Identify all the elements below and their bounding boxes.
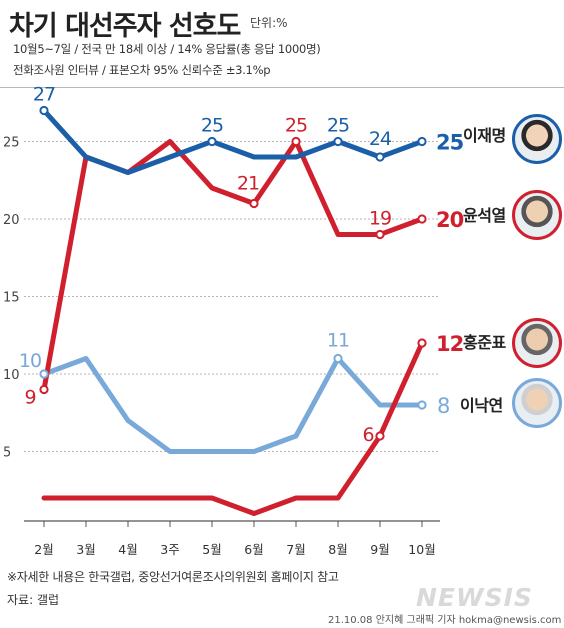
series-1-label-0: 9 <box>24 387 35 409</box>
survey-info-line-2: 전화조사원 인터뷰 / 표본오차 95% 신뢰수준 ±3.1%p <box>13 63 271 77</box>
y-tick-label-15: 15 <box>3 291 20 306</box>
series-1-point-5 <box>249 198 259 209</box>
series-0-label-8: 24 <box>369 128 392 150</box>
series-0-end-label: 25 <box>436 131 464 155</box>
series-3-point-7 <box>333 353 343 364</box>
series-3-point-9 <box>417 400 427 410</box>
survey-info-line-1: 10월5~7일 / 전국 만 18세 이상 / 14% 응답률(총 응답 100… <box>13 42 321 56</box>
series-1-label-6: 25 <box>285 115 307 137</box>
series-line-0 <box>41 108 425 175</box>
page-title: 차기 대선주자 선호도 <box>9 11 241 42</box>
series-1-end-label: 20 <box>436 208 464 232</box>
header-divider <box>0 87 564 88</box>
series-1-point-0 <box>39 384 49 395</box>
legend-name-hong-junpyo: 홍준표 <box>463 333 506 352</box>
series-0-point-8 <box>375 152 385 162</box>
series-3-label-0: 10 <box>19 350 41 372</box>
x-tick-label-6: 7월 <box>286 542 305 557</box>
x-tick-label-9: 10월 <box>408 542 435 557</box>
avatar-hong-junpyo <box>512 318 562 368</box>
y-tick-label-25: 25 <box>3 136 20 151</box>
unit-label: 단위:% <box>250 16 288 30</box>
series-2-point-9 <box>417 338 427 348</box>
newsis-logo: NEWSIS <box>416 583 533 612</box>
avatar-lee-nakyon <box>512 378 562 428</box>
series-0-point-9 <box>417 136 427 147</box>
series-line-1 <box>41 139 425 392</box>
series-0-point-4 <box>207 136 217 147</box>
footer-note: ※자세한 내용은 한국갤럽, 중앙선거여론조사의위원회 홈페이지 참고 <box>7 570 339 584</box>
legend-name-yoon-sukyeol: 윤석열 <box>463 206 506 225</box>
y-tick-label-5: 5 <box>3 446 11 461</box>
series-1-label-8: 19 <box>369 208 391 230</box>
series-2-point-8 <box>375 431 385 441</box>
x-tick-label-1: 3월 <box>76 542 95 557</box>
series-1-point-6 <box>291 136 301 147</box>
x-tick-label-4: 5월 <box>202 542 221 557</box>
series-3-label-7: 11 <box>327 330 349 352</box>
legend-name-lee-nakyon: 이낙연 <box>460 396 503 415</box>
series-2-end-label: 12 <box>436 332 463 356</box>
x-tick-label-8: 9월 <box>370 542 389 557</box>
series-3-point-0 <box>39 369 49 379</box>
x-tick-label-3: 3주 <box>160 542 179 557</box>
x-tick-label-5: 6월 <box>244 542 263 557</box>
y-tick-label-20: 20 <box>3 213 20 228</box>
x-tick-label-7: 8월 <box>328 542 347 557</box>
avatar-yoon-sukyeol <box>512 190 562 240</box>
series-0-point-0 <box>39 105 49 116</box>
y-tick-label-10: 10 <box>3 368 20 383</box>
legend-name-lee-jaemyung: 이재명 <box>463 126 506 145</box>
series-line-2 <box>41 340 425 516</box>
series-0-point-7 <box>333 136 343 147</box>
series-3-end-label: 8 <box>437 394 449 418</box>
x-tick-label-0: 2월 <box>34 542 53 557</box>
x-tick-label-2: 4월 <box>118 542 137 557</box>
series-0-label-0: 27 <box>33 84 55 106</box>
series-1-point-8 <box>375 229 385 240</box>
series-line-3 <box>41 356 425 454</box>
footer-credit: 21.10.08 안지혜 그래픽 기자 hokma@newsis.com <box>328 615 562 626</box>
series-0-label-4: 25 <box>201 115 223 137</box>
series-1-label-5: 21 <box>237 173 259 195</box>
series-0-label-7: 25 <box>327 115 349 137</box>
series-2-label-8: 6 <box>362 424 373 446</box>
avatar-lee-jaemyung <box>512 114 562 164</box>
series-1-point-9 <box>417 214 427 224</box>
footer-source: 자료: 갤럽 <box>7 593 60 607</box>
